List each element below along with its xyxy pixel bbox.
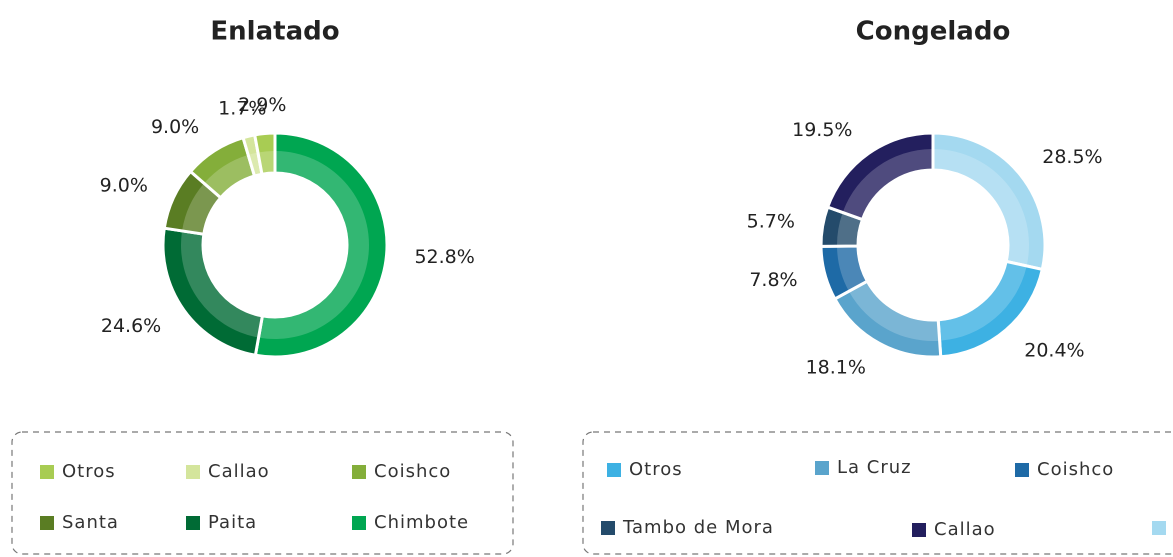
data-label: 28.5% <box>1042 146 1102 168</box>
slice-inner-ring <box>259 151 275 173</box>
data-label: 2.9% <box>238 94 286 116</box>
legend-label: Otros <box>62 461 116 482</box>
legend-swatch <box>1152 521 1166 535</box>
data-label: 5.7% <box>747 210 795 232</box>
data-label: 52.8% <box>414 246 474 268</box>
slice-inner-ring <box>837 213 861 246</box>
slice <box>252 131 277 176</box>
data-label: 9.0% <box>100 175 148 197</box>
data-label: 1.7% <box>218 97 266 119</box>
legend-swatch <box>912 523 926 537</box>
legend-swatch <box>186 465 200 479</box>
legend-label: Coishco <box>1037 459 1114 480</box>
legend-swatch <box>40 465 54 479</box>
slice-inner-ring <box>204 155 254 197</box>
slice <box>253 131 389 359</box>
slice <box>825 131 935 222</box>
data-label: 20.4% <box>1024 340 1084 362</box>
chart-title: Congelado <box>856 17 1011 47</box>
slice-inner-ring <box>182 184 219 234</box>
legend-label: Otros <box>629 459 683 480</box>
legend-swatch <box>815 461 829 475</box>
legend-label: Callao <box>208 461 270 482</box>
slice-inner-ring <box>843 149 933 219</box>
chart-title: Enlatado <box>210 17 339 47</box>
data-label: 9.0% <box>151 116 199 138</box>
slice-inner-ring <box>837 246 866 291</box>
slice-inner-ring <box>181 231 262 338</box>
slice-inner-ring <box>939 262 1027 341</box>
legend-swatch <box>352 516 366 530</box>
data-label: 18.1% <box>806 356 866 378</box>
legend-box <box>11 431 514 555</box>
legend-label: Chimbote <box>374 512 469 533</box>
legend-label: Tambo de Mora <box>622 517 774 538</box>
slice-inner-ring <box>249 152 261 175</box>
legend-swatch <box>352 465 366 479</box>
legend-label: La Cruz <box>837 457 912 478</box>
data-label: 19.5% <box>792 119 852 141</box>
legend-label: Paita <box>208 512 257 533</box>
slice-inner-ring <box>849 282 939 342</box>
legend-label: Santa <box>62 512 119 533</box>
legend-label: Callao <box>934 519 996 540</box>
legend-swatch <box>40 516 54 530</box>
slice-inner-ring <box>259 151 370 339</box>
legend-swatch <box>1015 463 1029 477</box>
legend-swatch <box>607 463 621 477</box>
data-label: 24.6% <box>101 315 161 337</box>
slice-inner-ring <box>933 149 1029 265</box>
legend-swatch <box>601 521 615 535</box>
legend-box <box>582 431 1173 555</box>
data-label: 7.8% <box>749 269 797 291</box>
legend-label: Coishco <box>374 461 451 482</box>
legend-swatch <box>186 516 200 530</box>
